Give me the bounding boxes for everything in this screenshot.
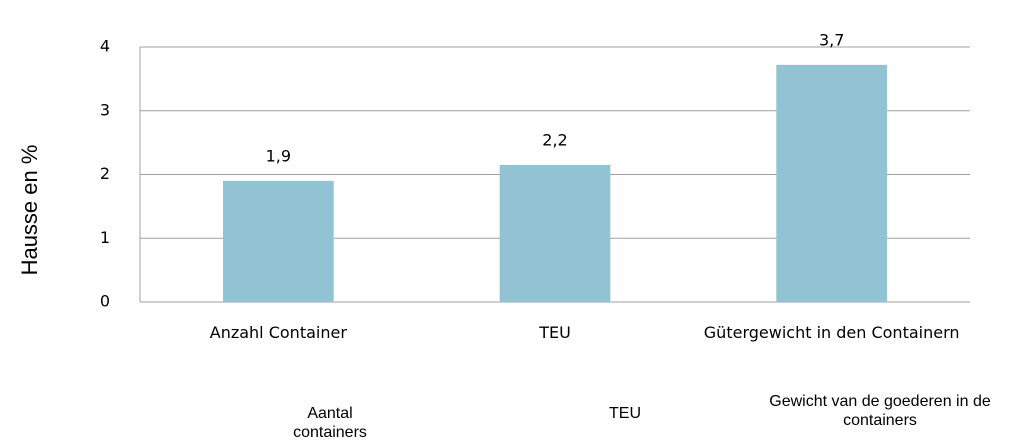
value-label: 3,7 xyxy=(819,30,844,49)
y-tick-label: 0 xyxy=(100,292,110,311)
value-label: 2,2 xyxy=(542,130,567,149)
bar xyxy=(776,64,887,302)
x-tick-label: Anzahl Container xyxy=(209,323,347,342)
y-axis-label: Hausse en % xyxy=(17,144,42,276)
x-tick-label: TEU xyxy=(539,323,571,342)
bar xyxy=(223,180,334,302)
bar xyxy=(499,164,611,302)
annotation: Aantal containers xyxy=(293,405,367,441)
y-tick-label: 4 xyxy=(100,37,110,56)
annotation: Gewicht van de goederen in de containers xyxy=(769,393,991,429)
y-tick-label: 2 xyxy=(100,164,110,183)
y-tick-label: 1 xyxy=(100,228,110,247)
value-label: 1,9 xyxy=(266,146,291,165)
y-tick-label: 3 xyxy=(100,100,110,119)
x-tick-label: Gütergewicht in den Containern xyxy=(703,323,960,342)
annotation: TEU xyxy=(609,405,641,422)
